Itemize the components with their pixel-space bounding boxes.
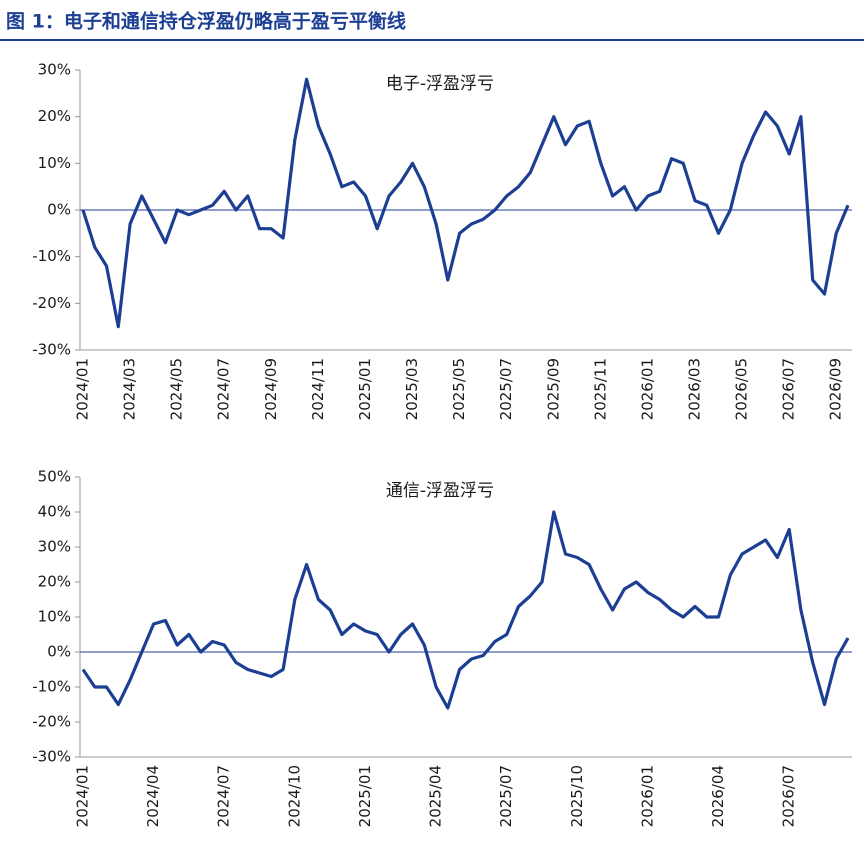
x-tick-label: 2024/07 [215, 765, 233, 827]
x-tick-label: 2025/10 [568, 765, 586, 827]
data-line [81, 510, 850, 710]
x-tick-label: 2024/04 [144, 765, 162, 827]
y-tick-label: 40% [38, 503, 71, 521]
x-tick-label: 2025/11 [591, 358, 609, 420]
x-tick-label: 2024/09 [262, 358, 280, 420]
y-tick-label: -20% [32, 294, 71, 312]
y-tick-label: -10% [32, 247, 71, 265]
y-tick-label: 10% [38, 608, 71, 626]
x-tick-label: 2026/07 [780, 358, 798, 420]
y-tick-label: 30% [38, 538, 71, 556]
page-title: 图 1：电子和通信持仓浮盈仍略高于盈亏平衡线 [6, 10, 406, 33]
x-tick-label: 2025/01 [356, 358, 374, 420]
x-tick-label: 2024/10 [285, 765, 303, 827]
x-tick-label: 2025/03 [403, 358, 421, 420]
x-tick-label: 2026/01 [638, 358, 656, 420]
x-tick-label: 2025/07 [497, 765, 515, 827]
x-tick-label: 2025/07 [497, 358, 515, 420]
y-tick-label: -20% [32, 713, 71, 731]
x-tick-label: 2024/01 [74, 765, 92, 827]
y-tick-label: -10% [32, 678, 71, 696]
x-tick-label: 2024/07 [215, 358, 233, 420]
x-tick-label: 2024/03 [121, 358, 139, 420]
chart-title: 电子-浮盈浮亏 [386, 74, 494, 94]
x-tick-label: 2025/09 [544, 358, 562, 420]
y-tick-label: 30% [38, 61, 71, 79]
y-tick-label: 10% [38, 154, 71, 172]
data-line [81, 77, 850, 329]
x-tick-label: 2026/04 [709, 765, 727, 827]
y-tick-label: -30% [32, 341, 71, 359]
y-tick-label: 20% [38, 107, 71, 125]
chart-title: 通信-浮盈浮亏 [386, 481, 494, 501]
y-tick-label: 20% [38, 573, 71, 591]
x-tick-label: 2025/05 [450, 358, 468, 420]
x-tick-label: 2025/04 [427, 765, 445, 827]
y-tick-label: 50% [38, 468, 71, 486]
y-tick-label: 0% [47, 201, 71, 219]
x-tick-label: 2026/07 [780, 765, 798, 827]
x-tick-label: 2026/09 [827, 358, 845, 420]
x-tick-label: 2024/11 [309, 358, 327, 420]
y-tick-label: 0% [47, 643, 71, 661]
x-tick-label: 2025/01 [356, 765, 374, 827]
x-tick-label: 2024/05 [168, 358, 186, 420]
x-tick-label: 2026/01 [638, 765, 656, 827]
x-tick-label: 2026/03 [686, 358, 704, 420]
x-tick-label: 2026/05 [733, 358, 751, 420]
x-tick-label: 2024/01 [74, 358, 92, 420]
y-tick-label: -30% [32, 748, 71, 766]
